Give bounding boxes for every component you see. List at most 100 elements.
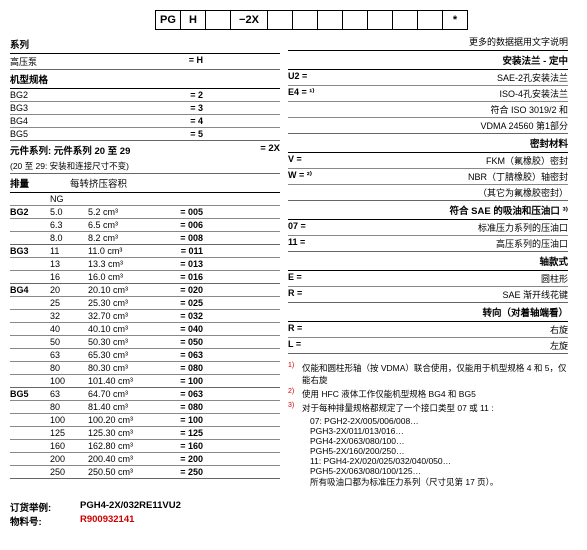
ng-value: 200 <box>50 454 88 464</box>
disp-code: = 006 <box>163 220 203 230</box>
bg-label <box>10 376 50 386</box>
shaft-title: 轴款式 <box>288 252 568 271</box>
option-desc: （其它为氟橡胶密封） <box>348 186 568 199</box>
bg-label <box>10 454 50 464</box>
bg-label <box>10 428 50 438</box>
disp-code: = 100 <box>163 376 203 386</box>
ng-value: 80 <box>50 363 88 373</box>
volume-value: 13.3 cm³ <box>88 259 163 269</box>
option-desc: 右旋 <box>348 323 568 336</box>
note-text: 使用 HFC 液体工作仅能机型规格 BG4 和 BG5 <box>302 388 568 400</box>
bg-label <box>10 311 50 321</box>
disp-code: = 011 <box>163 246 203 256</box>
note-text: 对于每种排量规格都规定了一个接口类型 07 或 11 : <box>302 402 568 414</box>
volume-value: 81.40 cm³ <box>88 402 163 412</box>
disp-code: = 040 <box>163 324 203 334</box>
component-title: 元件系列: 元件系列 20 至 29 <box>10 146 130 157</box>
bg-label <box>10 259 50 269</box>
series-title: 系列 <box>10 35 280 54</box>
machine-label: BG5 <box>10 129 50 139</box>
disp-code: = 016 <box>163 272 203 282</box>
bg-label <box>10 233 50 243</box>
volume-value: 100.20 cm³ <box>88 415 163 425</box>
ng-value: 250 <box>50 467 88 477</box>
option-code: E = <box>288 272 348 285</box>
machine-title: 机型规格 <box>10 70 280 89</box>
note-line: 11: PGH4-2X/020/025/032/040/050… <box>310 456 568 466</box>
volume-value: 25.30 cm³ <box>88 298 163 308</box>
code-box <box>267 10 293 30</box>
bg-label <box>10 337 50 347</box>
volume-value: 5.2 cm³ <box>88 207 163 217</box>
volume-value: 8.2 cm³ <box>88 233 163 243</box>
ng-value: 13 <box>50 259 88 269</box>
option-desc: 圆柱形 <box>348 272 568 285</box>
bg-label <box>10 467 50 477</box>
volume-value: 162.80 cm³ <box>88 441 163 451</box>
option-desc: FKM（氟橡胶）密封 <box>348 154 568 167</box>
bg-label <box>10 441 50 451</box>
note-num: 3) <box>288 402 302 414</box>
ng-header: NG <box>50 194 88 204</box>
code-box <box>292 10 318 30</box>
option-code: 07 = <box>288 221 348 234</box>
disp-subtitle: 每转挤压容积 <box>70 176 280 190</box>
ng-value: 6.3 <box>50 220 88 230</box>
ng-value: 5.0 <box>50 207 88 217</box>
bg-label <box>10 272 50 282</box>
option-desc: 高压系列的压油口 <box>348 237 568 250</box>
volume-value: 32.70 cm³ <box>88 311 163 321</box>
disp-code: = 063 <box>163 389 203 399</box>
machine-label: BG2 <box>10 90 50 100</box>
component-sub: (20 至 29: 安装和连接尺寸不变) <box>10 159 280 174</box>
volume-value: 200.40 cm³ <box>88 454 163 464</box>
disp-code: = 080 <box>163 363 203 373</box>
bg-label <box>10 415 50 425</box>
volume-value: 50.30 cm³ <box>88 337 163 347</box>
option-code: V = <box>288 154 348 167</box>
disp-code: = 160 <box>163 441 203 451</box>
more-data-note: 更多的数据据用文字说明 <box>288 35 568 51</box>
volume-value: 65.30 cm³ <box>88 350 163 360</box>
option-desc: 左旋 <box>348 339 568 352</box>
ng-value: 32 <box>50 311 88 321</box>
ng-value: 160 <box>50 441 88 451</box>
option-code: R = <box>288 288 348 301</box>
disp-code: = 005 <box>163 207 203 217</box>
ng-value: 16 <box>50 272 88 282</box>
machine-label: BG3 <box>10 103 50 113</box>
bg-label <box>10 363 50 373</box>
footer: 订货举例: PGH4-2X/032RE11VU2 物料号: R900932141 <box>10 500 577 528</box>
option-code <box>288 119 348 132</box>
option-code <box>288 103 348 116</box>
ng-value: 8.0 <box>50 233 88 243</box>
order-code-boxes: PG H −2X * <box>155 10 577 30</box>
rotation-title: 转向（对着轴端看） <box>288 303 568 322</box>
disp-code: = 020 <box>163 285 203 295</box>
disp-code: = 008 <box>163 233 203 243</box>
ng-value: 80 <box>50 402 88 412</box>
option-desc: NBR（丁腈橡胶）轴密封 <box>348 170 568 183</box>
note-line: PGH5-2X/160/200/250… <box>310 446 568 456</box>
bg-label <box>10 350 50 360</box>
ng-value: 100 <box>50 415 88 425</box>
ng-value: 63 <box>50 389 88 399</box>
disp-code: = 125 <box>163 428 203 438</box>
ng-value: 50 <box>50 337 88 347</box>
option-desc: 标准压力系列的压油口 <box>348 221 568 234</box>
volume-value: 16.0 cm³ <box>88 272 163 282</box>
seal-title: 密封材料 <box>288 134 568 153</box>
bg-label <box>10 220 50 230</box>
code-box: * <box>442 10 468 30</box>
code-box <box>342 10 368 30</box>
material-label: 物料号: <box>10 514 80 528</box>
footnotes: 1)仅能和圆柱形轴（按 VDMA）联合使用，仅能用于机型规格 4 和 5，仅能右… <box>288 362 568 488</box>
code-box: PG <box>155 10 181 30</box>
code-box <box>317 10 343 30</box>
option-code: L = <box>288 339 348 352</box>
option-desc: SAE-2孔安装法兰 <box>348 71 568 84</box>
example-value: PGH4-2X/032RE11VU2 <box>80 500 181 514</box>
material-value: R900932141 <box>80 514 134 528</box>
option-desc: 符合 ISO 3019/2 和 <box>348 103 568 116</box>
ng-value: 40 <box>50 324 88 334</box>
